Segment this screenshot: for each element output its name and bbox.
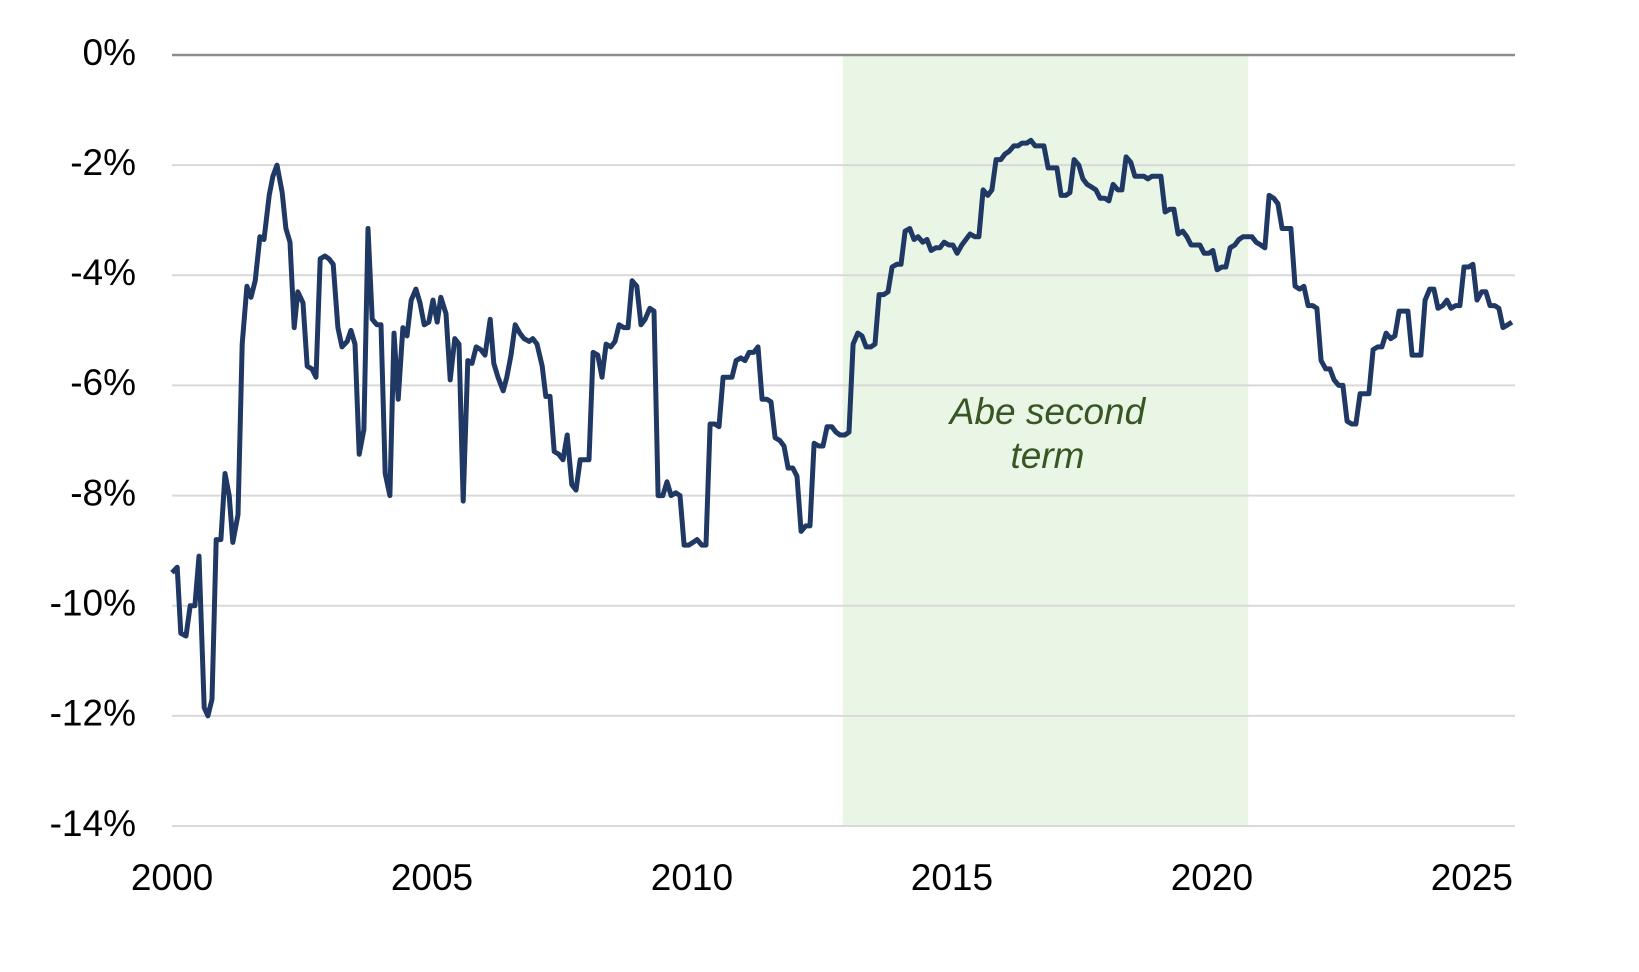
data-line bbox=[170, 137, 1514, 719]
y-tick-label: -10% bbox=[50, 582, 136, 623]
x-tick-label: 2005 bbox=[391, 857, 473, 898]
y-tick-label: -14% bbox=[50, 803, 136, 844]
annotation: term bbox=[1010, 435, 1084, 476]
y-tick-label: -4% bbox=[70, 252, 136, 293]
y-tick-label: -8% bbox=[70, 472, 136, 513]
x-tick-label: 2025 bbox=[1431, 857, 1513, 898]
x-tick-label: 2010 bbox=[651, 857, 733, 898]
y-tick-label: 0% bbox=[83, 32, 136, 73]
x-tick-label: 2015 bbox=[911, 857, 993, 898]
x-tick-label: 2000 bbox=[131, 857, 213, 898]
y-tick-label: -2% bbox=[70, 142, 136, 183]
shaded-region bbox=[842, 55, 1249, 826]
annotation: Abe second bbox=[948, 391, 1147, 432]
y-tick-label: -12% bbox=[50, 693, 136, 734]
x-tick-label: 2020 bbox=[1171, 857, 1253, 898]
y-tick-label: -6% bbox=[70, 362, 136, 403]
